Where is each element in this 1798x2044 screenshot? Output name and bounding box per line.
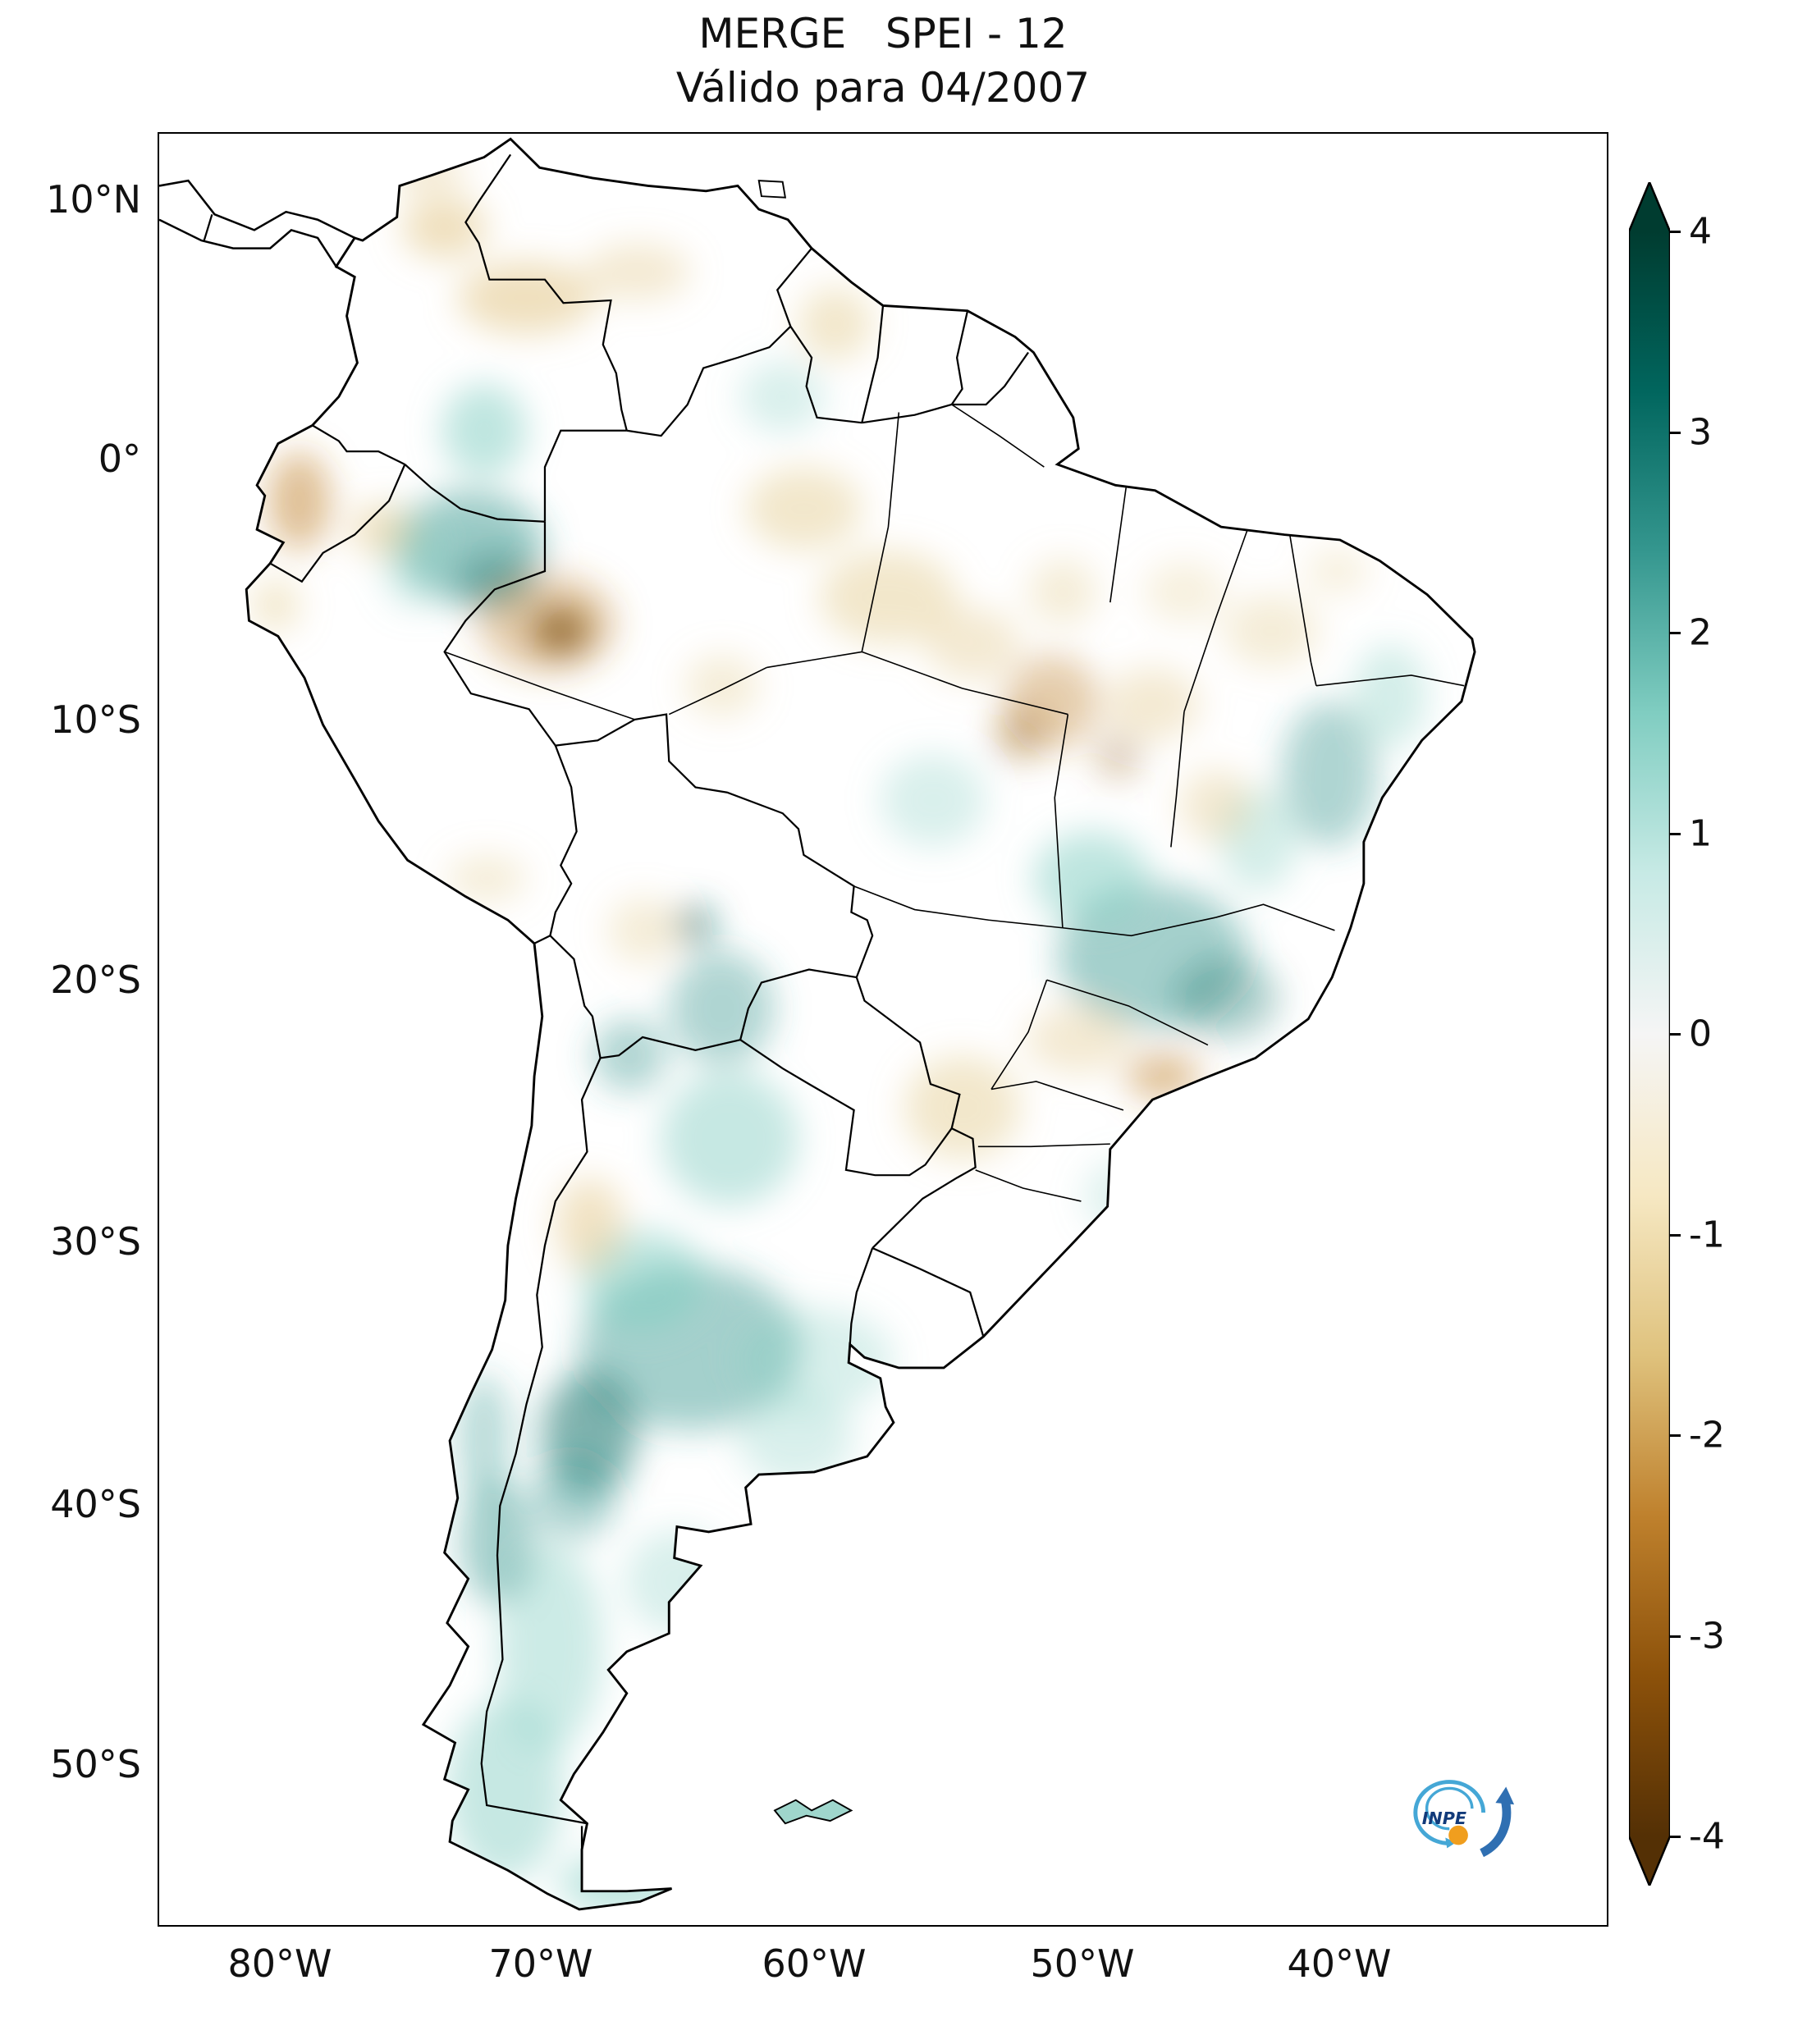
y-tick-label: 30°S: [50, 1219, 141, 1264]
y-tick-label: 10°N: [46, 177, 141, 222]
colorbar-tick-mark: [1670, 231, 1681, 233]
map-plot-area: [158, 132, 1608, 1927]
x-tick-label: 60°W: [762, 1941, 867, 1986]
x-tick-label: 40°W: [1287, 1941, 1392, 1986]
country-borders: [203, 153, 1029, 1891]
orbit-arrowhead: [1445, 1837, 1457, 1849]
colorbar-tick-mark: [1670, 1635, 1681, 1638]
spei-anomaly-field: [251, 149, 1428, 1909]
x-tick-label: 80°W: [227, 1941, 332, 1986]
inpe-logo-graphic: INPE: [1413, 1780, 1515, 1858]
y-tick-label: 20°S: [50, 958, 141, 1002]
colorbar-tick-mark: [1670, 833, 1681, 835]
x-tick-label: 70°W: [488, 1941, 593, 1986]
colorbar-tick-label: 0: [1689, 1013, 1712, 1055]
orbit-outer-ring: [1413, 1780, 1486, 1845]
inpe-logo: INPE: [1405, 1763, 1518, 1863]
colorbar-tick-label: 2: [1689, 611, 1712, 654]
colorbar-tick-label: -2: [1689, 1414, 1725, 1456]
colorbar: [1629, 182, 1670, 1886]
orange-sphere: [1448, 1825, 1468, 1845]
figure-title: MERGE SPEI - 12: [698, 10, 1068, 57]
colorbar-tick-label: -3: [1689, 1615, 1725, 1658]
blue-arrowhead: [1495, 1786, 1515, 1805]
colorbar-tick-mark: [1670, 1836, 1681, 1838]
colorbar-tick-label: 1: [1689, 812, 1712, 855]
trinidad-island: [757, 180, 787, 199]
colorbar-tick-mark: [1670, 632, 1681, 634]
colorbar-tick-mark: [1670, 1033, 1681, 1036]
colorbar-tick-label: -1: [1689, 1214, 1725, 1256]
figure-subtitle: Válido para 04/2007: [675, 64, 1091, 112]
x-tick-label: 50°W: [1030, 1941, 1135, 1986]
central-america-coast: [159, 179, 357, 269]
blue-swoosh-arrow: [1480, 1799, 1512, 1858]
falkland-islands: [773, 1799, 853, 1825]
colorbar-tick-label: -4: [1689, 1815, 1725, 1858]
y-tick-label: 0°: [98, 437, 141, 481]
orbit-inner-ring: [1425, 1786, 1474, 1831]
colorbar-tick-mark: [1670, 1234, 1681, 1237]
state-borders: [444, 404, 1465, 1202]
inpe-logo-text: INPE: [1422, 1809, 1466, 1828]
colorbar-tick-label: 4: [1689, 210, 1712, 253]
coastline: [245, 137, 1476, 1911]
y-tick-label: 50°S: [50, 1742, 141, 1786]
map-canvas: [159, 137, 1476, 1911]
colorbar-tick-label: 3: [1689, 411, 1712, 454]
y-tick-label: 40°S: [50, 1482, 141, 1526]
y-tick-label: 10°S: [50, 697, 141, 742]
colorbar-tick-mark: [1670, 432, 1681, 434]
colorbar-tick-mark: [1670, 1434, 1681, 1437]
colorbar-bar: [1629, 182, 1670, 1886]
